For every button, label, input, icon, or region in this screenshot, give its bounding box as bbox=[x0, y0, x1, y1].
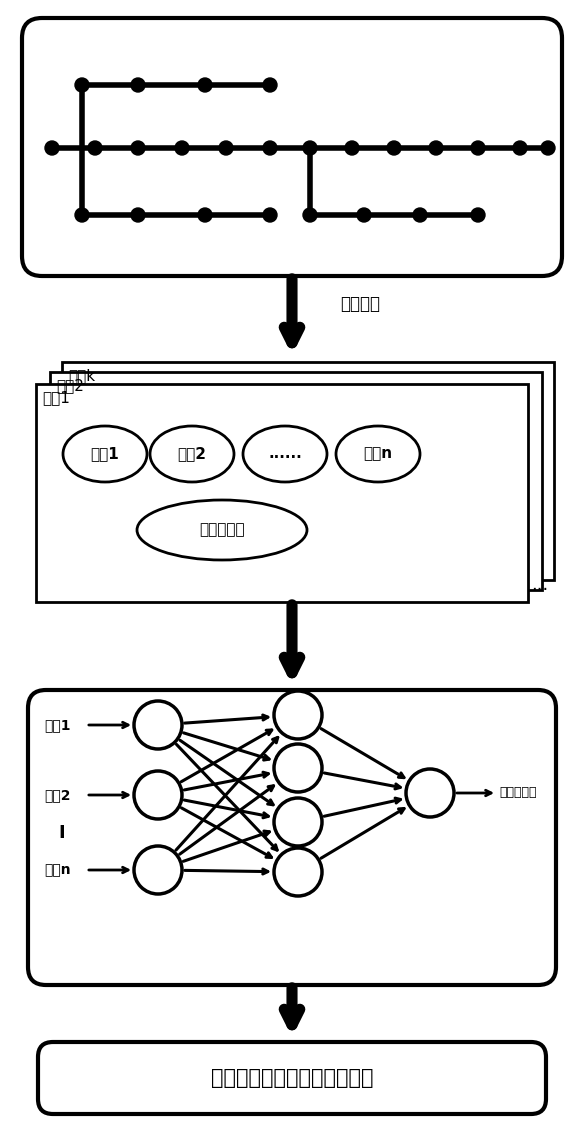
Text: 措施2: 措施2 bbox=[178, 446, 207, 461]
Text: 可靠性指标: 可靠性指标 bbox=[499, 787, 537, 799]
Circle shape bbox=[357, 208, 371, 222]
Ellipse shape bbox=[137, 500, 307, 560]
Ellipse shape bbox=[134, 701, 182, 749]
Circle shape bbox=[387, 141, 401, 156]
Circle shape bbox=[45, 141, 59, 156]
Ellipse shape bbox=[274, 744, 322, 792]
Circle shape bbox=[131, 208, 145, 222]
Circle shape bbox=[198, 208, 212, 222]
Ellipse shape bbox=[274, 798, 322, 846]
Text: 局线数据: 局线数据 bbox=[340, 295, 380, 313]
Circle shape bbox=[263, 78, 277, 92]
Text: 方案2: 方案2 bbox=[56, 379, 84, 393]
Circle shape bbox=[75, 78, 89, 92]
Circle shape bbox=[303, 141, 317, 156]
Bar bbox=[36, 384, 528, 602]
Text: I: I bbox=[58, 824, 65, 842]
Ellipse shape bbox=[134, 846, 182, 894]
Bar bbox=[62, 362, 554, 580]
Ellipse shape bbox=[243, 426, 327, 482]
Ellipse shape bbox=[134, 771, 182, 819]
FancyBboxPatch shape bbox=[38, 1042, 546, 1113]
FancyBboxPatch shape bbox=[28, 690, 556, 985]
Ellipse shape bbox=[150, 426, 234, 482]
Text: ...: ... bbox=[531, 576, 548, 594]
Circle shape bbox=[471, 208, 485, 222]
Circle shape bbox=[471, 141, 485, 156]
Circle shape bbox=[541, 141, 555, 156]
Ellipse shape bbox=[63, 426, 147, 482]
Circle shape bbox=[413, 208, 427, 222]
Ellipse shape bbox=[336, 426, 420, 482]
Ellipse shape bbox=[406, 769, 454, 817]
Circle shape bbox=[219, 141, 233, 156]
Ellipse shape bbox=[274, 848, 322, 896]
Circle shape bbox=[88, 141, 102, 156]
Text: 可靠性指标: 可靠性指标 bbox=[199, 523, 245, 538]
Circle shape bbox=[175, 141, 189, 156]
Text: ......: ...... bbox=[268, 446, 302, 461]
Text: 措施n: 措施n bbox=[44, 863, 71, 877]
Bar bbox=[50, 372, 542, 591]
Circle shape bbox=[303, 208, 317, 222]
Circle shape bbox=[429, 141, 443, 156]
Text: 措施1: 措施1 bbox=[44, 718, 71, 733]
Text: 改造措施与性能指标关联规则: 改造措施与性能指标关联规则 bbox=[211, 1068, 373, 1088]
Text: 方案k: 方案k bbox=[68, 369, 95, 383]
Circle shape bbox=[131, 78, 145, 92]
Circle shape bbox=[345, 141, 359, 156]
Ellipse shape bbox=[274, 691, 322, 739]
Circle shape bbox=[75, 208, 89, 222]
Circle shape bbox=[198, 78, 212, 92]
Text: 措施n: 措施n bbox=[363, 446, 392, 461]
Circle shape bbox=[131, 141, 145, 156]
Circle shape bbox=[513, 141, 527, 156]
FancyBboxPatch shape bbox=[22, 18, 562, 276]
Text: 措施2: 措施2 bbox=[44, 788, 71, 802]
Circle shape bbox=[263, 141, 277, 156]
Text: 方採1: 方採1 bbox=[42, 390, 70, 406]
Circle shape bbox=[263, 208, 277, 222]
Text: 措施1: 措施1 bbox=[91, 446, 119, 461]
